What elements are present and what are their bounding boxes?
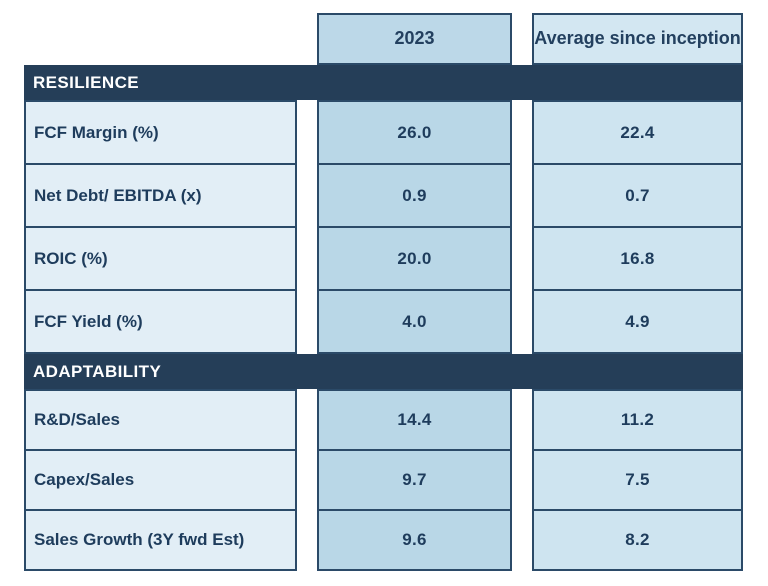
- value-average: 4.9: [532, 289, 743, 354]
- value-average: 7.5: [532, 449, 743, 511]
- column-gap: [297, 389, 317, 451]
- section-header-resilience: RESILIENCE: [24, 65, 743, 100]
- table-row: FCF Margin (%) 26.0 22.4: [24, 100, 743, 165]
- column-gap: [297, 226, 317, 291]
- table-row: Net Debt/ EBITDA (x) 0.9 0.7: [24, 163, 743, 228]
- value-2023: 20.0: [317, 226, 512, 291]
- column-gap: [297, 13, 317, 65]
- value-2023: 0.9: [317, 163, 512, 228]
- row-label: Capex/Sales: [24, 449, 297, 511]
- value-average: 11.2: [532, 389, 743, 451]
- column-gap: [297, 163, 317, 228]
- column-gap: [297, 449, 317, 511]
- row-label: FCF Margin (%): [24, 100, 297, 165]
- table-row: Capex/Sales 9.7 7.5: [24, 449, 743, 511]
- value-2023: 9.6: [317, 509, 512, 571]
- value-2023: 4.0: [317, 289, 512, 354]
- column-gap: [512, 163, 532, 228]
- column-gap: [297, 289, 317, 354]
- column-header-2023: 2023: [317, 13, 512, 65]
- section-header-adaptability: ADAPTABILITY: [24, 354, 743, 389]
- row-label: R&D/Sales: [24, 389, 297, 451]
- row-label: Sales Growth (3Y fwd Est): [24, 509, 297, 571]
- value-2023: 26.0: [317, 100, 512, 165]
- value-average: 22.4: [532, 100, 743, 165]
- value-average: 16.8: [532, 226, 743, 291]
- column-gap: [297, 509, 317, 571]
- column-gap: [512, 289, 532, 354]
- value-average: 8.2: [532, 509, 743, 571]
- column-gap: [512, 226, 532, 291]
- table-body: RESILIENCE FCF Margin (%) 26.0 22.4 Net Debt…: [24, 65, 743, 571]
- row-label: ROIC (%): [24, 226, 297, 291]
- column-gap: [512, 509, 532, 571]
- value-2023: 9.7: [317, 449, 512, 511]
- table-row: FCF Yield (%) 4.0 4.9: [24, 289, 743, 354]
- column-header-row: 2023 Average since inception: [24, 13, 743, 65]
- column-gap: [512, 449, 532, 511]
- column-gap: [512, 389, 532, 451]
- financial-metrics-table: 2023 Average since inception RESILIENCE F…: [24, 13, 743, 571]
- header-spacer: [24, 13, 297, 65]
- table-row: ROIC (%) 20.0 16.8: [24, 226, 743, 291]
- column-gap: [297, 100, 317, 165]
- section-header-label: ADAPTABILITY: [33, 361, 162, 381]
- value-average: 0.7: [532, 163, 743, 228]
- table-row: R&D/Sales 14.4 11.2: [24, 389, 743, 451]
- table-row: Sales Growth (3Y fwd Est) 9.6 8.2: [24, 509, 743, 571]
- value-2023: 14.4: [317, 389, 512, 451]
- row-label: FCF Yield (%): [24, 289, 297, 354]
- column-gap: [512, 100, 532, 165]
- section-header-label: RESILIENCE: [33, 72, 140, 92]
- column-gap: [512, 13, 532, 65]
- row-label: Net Debt/ EBITDA (x): [24, 163, 297, 228]
- column-header-average-since-inception: Average since inception: [532, 13, 743, 65]
